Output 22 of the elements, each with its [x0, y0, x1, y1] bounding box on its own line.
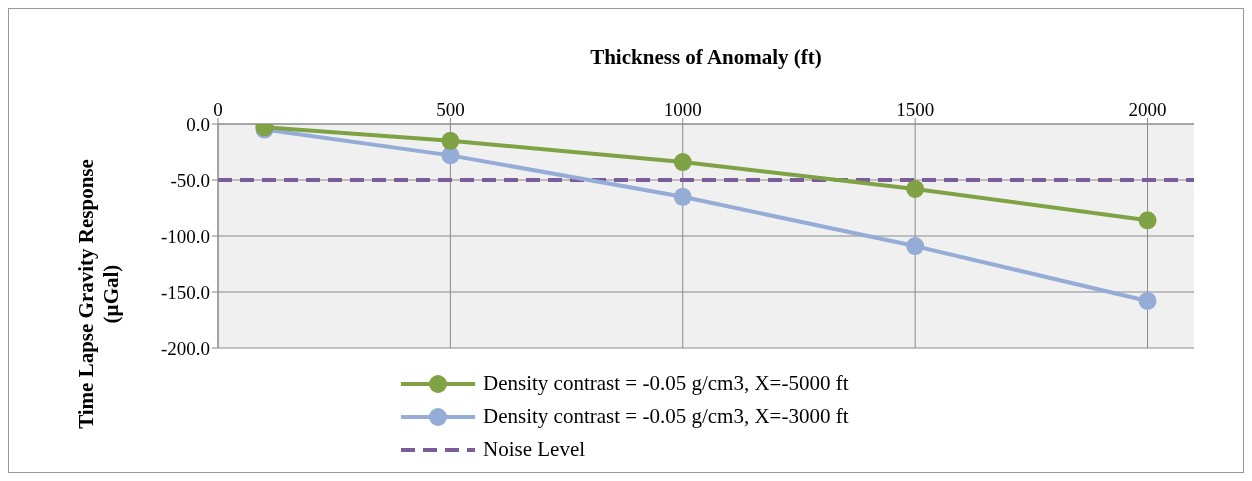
point — [1138, 291, 1157, 310]
point — [906, 237, 925, 256]
x-tick-label: 2000 — [1128, 99, 1167, 120]
x-tick-label: 0 — [213, 99, 223, 120]
x-tick-label: 1500 — [896, 99, 935, 120]
y-axis-title: Time Lapse Gravity Response (µGal) — [74, 158, 124, 431]
point — [1138, 211, 1157, 230]
x-tick-label: 1000 — [663, 99, 702, 120]
y-tick-label: -150.0 — [160, 281, 210, 303]
y-tick-label: 0.0 — [186, 113, 210, 135]
point — [441, 131, 460, 150]
x-tick-label: 500 — [436, 99, 465, 120]
legend-label: Density contrast = -0.05 g/cm3, X=-3000 ft — [483, 404, 849, 429]
y-tick-label: -100.0 — [160, 225, 210, 247]
legend-label: Density contrast = -0.05 g/cm3, X=-5000 ft — [483, 371, 849, 396]
y-tick-label: -200.0 — [160, 337, 210, 359]
point — [906, 179, 925, 198]
point — [673, 153, 692, 172]
legend-label: Noise Level — [483, 437, 586, 462]
x-axis-title: Thickness of Anomaly (ft) — [589, 45, 823, 70]
y-tick-label: -50.0 — [170, 169, 210, 191]
point — [673, 187, 692, 206]
